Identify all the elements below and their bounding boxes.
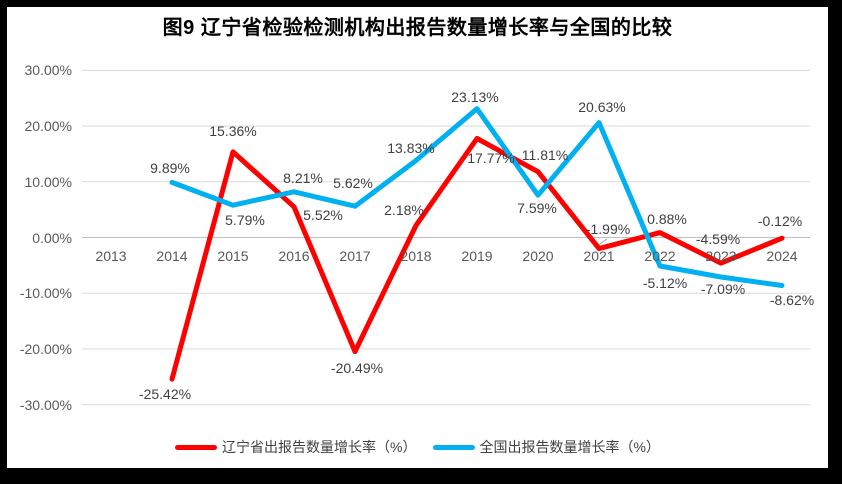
series-line-national: [169, 106, 785, 288]
data-label: -20.49%: [330, 359, 384, 376]
x-tick-label: 2016: [278, 248, 310, 264]
data-label: -25.42%: [138, 386, 192, 403]
data-label: -0.12%: [757, 213, 803, 230]
data-label: 5.79%: [225, 212, 265, 229]
data-label: 20.63%: [578, 98, 626, 115]
y-tick-label: -30.00%: [19, 396, 72, 413]
x-tick-label: 2020: [522, 248, 554, 264]
data-label: -1.99%: [585, 220, 631, 237]
y-tick-label: 0.00%: [32, 229, 72, 246]
data-label: 15.36%: [209, 122, 257, 139]
y-tick-label: 20.00%: [24, 118, 72, 135]
legend-line-swatch-national: [432, 444, 475, 450]
data-label: 17.77%: [467, 149, 515, 166]
x-tick-label: 2024: [766, 248, 798, 264]
series-line-liaoning: [169, 136, 785, 382]
x-tick-label: 2023: [705, 248, 737, 264]
data-label: -8.62%: [769, 291, 815, 308]
data-label: 13.83%: [387, 140, 435, 157]
data-label: 2.18%: [384, 202, 424, 219]
x-tick-label: 2014: [156, 248, 188, 264]
x-tick-label: 2021: [583, 248, 615, 264]
x-tick-label: 2017: [339, 248, 371, 264]
data-label: 5.62%: [333, 175, 373, 192]
data-label: 8.21%: [283, 169, 323, 186]
chart-title: 图9 辽宁省检验检测机构出报告数量增长率与全国的比较: [162, 17, 673, 39]
x-tick-label: 2013: [95, 248, 127, 264]
chart-legend: 辽宁省出报告数量增长率（%） 全国出报告数量增长率（%）: [7, 437, 828, 457]
x-tick-label: 2018: [400, 248, 432, 264]
legend-item-national: 全国出报告数量增长率（%）: [432, 437, 660, 457]
x-tick-label: 2015: [217, 248, 249, 264]
data-label: -4.59%: [695, 231, 741, 248]
legend-line-swatch-liaoning: [175, 444, 218, 450]
data-label: -5.12%: [642, 275, 688, 292]
y-tick-label: 30.00%: [24, 62, 72, 79]
y-tick-label: -10.00%: [19, 285, 72, 302]
data-label: -7.09%: [700, 280, 746, 297]
data-label: 5.52%: [303, 206, 343, 223]
x-tick-label: 2019: [461, 248, 493, 264]
legend-item-liaoning: 辽宁省出报告数量增长率（%）: [175, 437, 417, 457]
x-tick-label: 2022: [644, 248, 676, 264]
legend-label-national: 全国出报告数量增长率（%）: [479, 439, 660, 455]
data-label: 9.89%: [150, 160, 190, 177]
data-label: 11.81%: [521, 146, 569, 163]
y-tick-label: 10.00%: [24, 173, 72, 190]
y-tick-label: -20.00%: [19, 340, 72, 357]
data-label: 7.59%: [517, 200, 557, 217]
data-label: 0.88%: [647, 210, 687, 227]
legend-label-liaoning: 辽宁省出报告数量增长率（%）: [222, 439, 417, 455]
data-label: 23.13%: [451, 88, 499, 105]
